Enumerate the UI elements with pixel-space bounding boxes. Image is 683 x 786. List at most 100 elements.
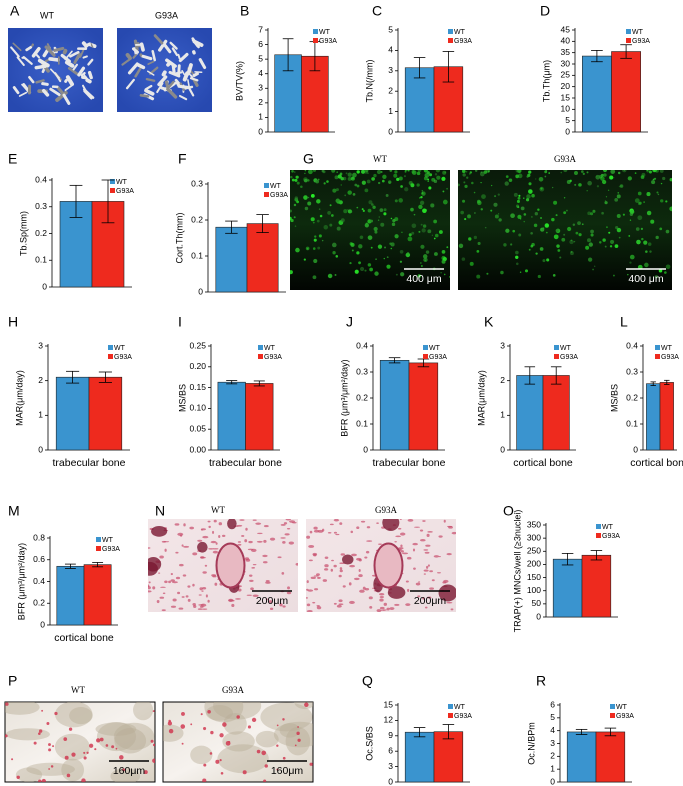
- cell: [308, 544, 315, 548]
- cell: [162, 592, 166, 595]
- trap-stain: [200, 713, 203, 716]
- fluorescence: [446, 187, 448, 190]
- fluorescence: [629, 261, 632, 264]
- fluorescence: [595, 174, 601, 180]
- marrow: [255, 730, 279, 748]
- y-axis-label: BV/TV(%): [234, 61, 244, 101]
- legend-swatch: [108, 354, 113, 359]
- cell: [422, 520, 426, 522]
- legend-label: G93A: [454, 38, 472, 45]
- micrograph: [148, 519, 298, 612]
- fluorescence: [329, 223, 333, 227]
- cell: [365, 550, 370, 554]
- fluorescence: [411, 223, 417, 229]
- cell: [339, 569, 343, 573]
- y-tick-label: 0.3: [191, 178, 203, 188]
- fluorescence: [425, 250, 430, 254]
- trabecula: [125, 78, 135, 90]
- y-tick-label: 25: [561, 70, 571, 80]
- fluorescence: [431, 234, 433, 236]
- fluorescence: [442, 199, 448, 205]
- image-label: G93A: [375, 505, 397, 515]
- y-tick-label: 12: [384, 715, 394, 725]
- legend-swatch: [610, 713, 615, 718]
- fluorescence: [331, 214, 334, 217]
- y-tick-label: 2: [388, 85, 393, 95]
- fluorescence: [537, 274, 541, 279]
- fluorescence: [544, 175, 547, 178]
- cell: [148, 584, 150, 588]
- fluorescence: [658, 269, 663, 273]
- legend-label: WT: [116, 179, 128, 186]
- cell: [405, 580, 409, 583]
- marrow: [5, 728, 50, 741]
- cell: [201, 608, 208, 610]
- cell: [423, 569, 429, 572]
- fluorescence: [334, 175, 339, 180]
- fluorescence: [563, 170, 568, 173]
- cell: [333, 602, 337, 605]
- cell: [313, 526, 318, 530]
- y-tick-label: 350: [527, 519, 541, 529]
- texture: [163, 702, 313, 782]
- texture: [10, 41, 97, 105]
- y-tick-label: 30: [561, 58, 571, 68]
- fluorescence: [627, 273, 629, 276]
- fluorescence: [505, 228, 510, 233]
- cell: [280, 537, 286, 539]
- legend-label: WT: [429, 345, 441, 352]
- y-tick-label: 0.4: [35, 174, 47, 184]
- cell: [244, 539, 248, 543]
- error-bar: [225, 220, 238, 234]
- panel-letter: O: [503, 503, 514, 519]
- cell: [329, 523, 334, 526]
- cell: [358, 568, 361, 573]
- fluorescence: [441, 259, 446, 264]
- fluorescence: [637, 191, 642, 196]
- fluorescence: [418, 230, 421, 233]
- fluorescence: [393, 173, 398, 178]
- cell: [181, 544, 184, 547]
- trabecula: [64, 78, 68, 83]
- fluorescence: [508, 178, 513, 183]
- fluorescence: [537, 208, 540, 211]
- fluorescence: [354, 269, 359, 274]
- y-axis-label: MS/BS: [609, 384, 619, 412]
- legend-swatch: [610, 704, 615, 709]
- y-tick-label: 0.20: [189, 361, 206, 371]
- fluorescence: [380, 170, 383, 173]
- trabecula: [163, 43, 172, 54]
- fluorescence: [463, 181, 466, 184]
- cell: [331, 559, 335, 562]
- fluorescence: [622, 213, 625, 216]
- trabecula: [53, 46, 65, 52]
- cell: [433, 555, 440, 558]
- cell: [338, 574, 342, 578]
- fluorescence: [312, 170, 317, 172]
- trabecula: [186, 63, 193, 76]
- texture: [458, 170, 672, 279]
- fluorescence: [587, 211, 591, 216]
- fluorescence: [370, 219, 374, 223]
- fluorescence: [602, 179, 607, 185]
- fluorescence: [293, 216, 296, 219]
- fluorescence: [398, 176, 403, 181]
- trap-stain: [181, 711, 185, 716]
- fluorescence: [563, 211, 567, 215]
- y-axis-label: Tb.Th(μm): [541, 60, 551, 102]
- error-bar: [69, 184, 83, 218]
- cell: [339, 522, 343, 525]
- legend-label: WT: [319, 29, 331, 36]
- fluorescence: [602, 170, 608, 173]
- cell: [210, 540, 217, 544]
- cell: [285, 519, 291, 521]
- trabecula: [157, 75, 168, 87]
- y-tick-label: 7: [258, 24, 263, 34]
- fluorescence: [557, 249, 561, 252]
- cell: [221, 534, 226, 537]
- fluorescence: [592, 268, 594, 271]
- fluorescence: [331, 242, 337, 248]
- cell: [192, 583, 195, 587]
- trabecula: [69, 50, 80, 58]
- fluorescence: [552, 274, 556, 277]
